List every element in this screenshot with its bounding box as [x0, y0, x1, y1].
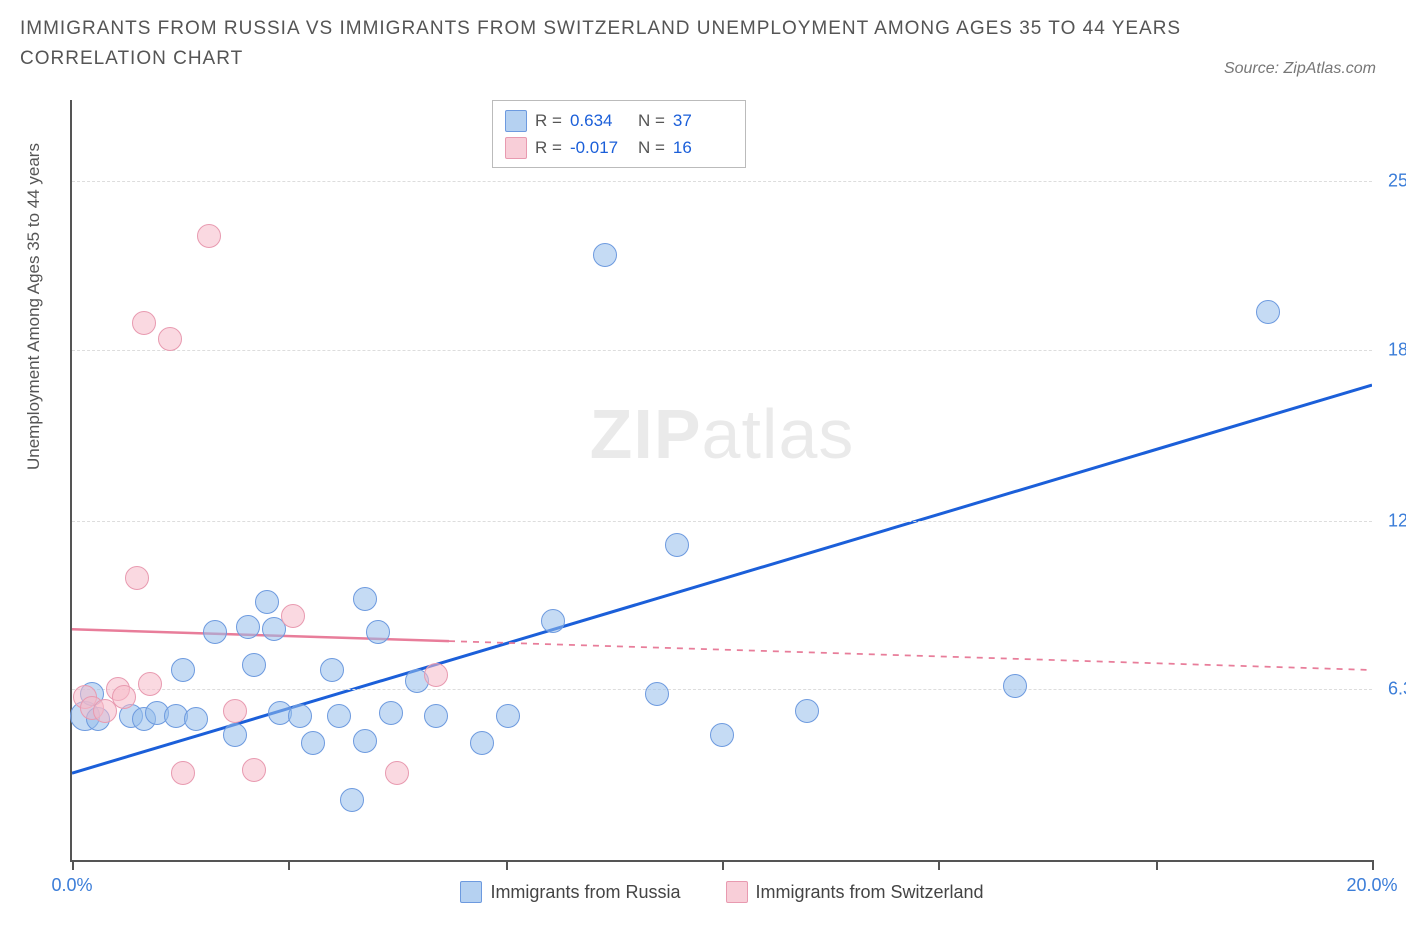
data-point-russia — [424, 704, 448, 728]
x-tick — [722, 860, 724, 870]
x-tick — [1156, 860, 1158, 870]
data-point-switz — [112, 685, 136, 709]
bottom-legend: Immigrants from Russia Immigrants from S… — [72, 881, 1372, 908]
data-point-switz — [385, 761, 409, 785]
r-label: R = — [535, 134, 562, 161]
switz-n-value: 16 — [673, 134, 733, 161]
x-tick — [1372, 860, 1374, 870]
grid-line — [72, 181, 1372, 182]
data-point-switz — [281, 604, 305, 628]
y-axis-label: Unemployment Among Ages 35 to 44 years — [24, 143, 44, 470]
data-point-russia — [327, 704, 351, 728]
stats-box: R = 0.634 N = 37 R = -0.017 N = 16 — [492, 100, 746, 168]
watermark-zip: ZIP — [590, 395, 702, 473]
data-point-russia — [541, 609, 565, 633]
x-tick — [506, 860, 508, 870]
data-point-russia — [242, 653, 266, 677]
grid-line — [72, 521, 1372, 522]
grid-line — [72, 689, 1372, 690]
data-point-switz — [171, 761, 195, 785]
data-point-switz — [125, 566, 149, 590]
y-tick-label: 6.3% — [1378, 679, 1406, 700]
plot-area: ZIPatlas R = 0.634 N = 37 R = -0.017 N =… — [70, 100, 1372, 862]
trend-line-russia — [72, 385, 1372, 773]
data-point-russia — [593, 243, 617, 267]
data-point-russia — [203, 620, 227, 644]
data-point-russia — [320, 658, 344, 682]
data-point-switz — [223, 699, 247, 723]
y-tick-label: 12.5% — [1378, 510, 1406, 531]
trend-line-switz — [72, 629, 449, 641]
n-label: N = — [638, 107, 665, 134]
data-point-russia — [340, 788, 364, 812]
data-point-switz — [424, 663, 448, 687]
switz-r-value: -0.017 — [570, 134, 630, 161]
swatch-russia-icon — [460, 881, 482, 903]
legend-item-russia: Immigrants from Russia — [460, 881, 680, 903]
data-point-russia — [379, 701, 403, 725]
watermark: ZIPatlas — [590, 394, 855, 474]
grid-line — [72, 350, 1372, 351]
watermark-atlas: atlas — [702, 395, 855, 473]
data-point-russia — [184, 707, 208, 731]
data-point-russia — [1256, 300, 1280, 324]
y-tick-label: 25.0% — [1378, 171, 1406, 192]
trend-line-extrap-switz — [449, 641, 1372, 670]
data-point-russia — [366, 620, 390, 644]
data-point-switz — [158, 327, 182, 351]
x-tick — [288, 860, 290, 870]
data-point-russia — [353, 587, 377, 611]
swatch-switz-icon — [505, 137, 527, 159]
legend-label-russia: Immigrants from Russia — [490, 882, 680, 903]
data-point-russia — [353, 729, 377, 753]
x-tick — [72, 860, 74, 870]
data-point-russia — [223, 723, 247, 747]
swatch-switz-icon — [726, 881, 748, 903]
data-point-russia — [236, 615, 260, 639]
data-point-russia — [795, 699, 819, 723]
data-point-russia — [665, 533, 689, 557]
legend-label-switz: Immigrants from Switzerland — [756, 882, 984, 903]
data-point-russia — [645, 682, 669, 706]
data-point-russia — [301, 731, 325, 755]
data-point-russia — [171, 658, 195, 682]
data-point-russia — [255, 590, 279, 614]
y-tick-label: 18.8% — [1378, 339, 1406, 360]
x-tick-label: 0.0% — [51, 875, 92, 896]
data-point-russia — [710, 723, 734, 747]
chart-container: IMMIGRANTS FROM RUSSIA VS IMMIGRANTS FRO… — [0, 0, 1406, 930]
data-point-russia — [288, 704, 312, 728]
source-attribution: Source: ZipAtlas.com — [1224, 60, 1376, 78]
russia-r-value: 0.634 — [570, 107, 630, 134]
data-point-russia — [1003, 674, 1027, 698]
data-point-switz — [132, 311, 156, 335]
data-point-switz — [197, 224, 221, 248]
data-point-switz — [138, 672, 162, 696]
russia-n-value: 37 — [673, 107, 733, 134]
data-point-russia — [496, 704, 520, 728]
stats-row-switz: R = -0.017 N = 16 — [505, 134, 733, 161]
x-tick-label: 20.0% — [1346, 875, 1397, 896]
x-tick — [938, 860, 940, 870]
stats-row-russia: R = 0.634 N = 37 — [505, 107, 733, 134]
swatch-russia-icon — [505, 110, 527, 132]
data-point-switz — [242, 758, 266, 782]
chart-title: IMMIGRANTS FROM RUSSIA VS IMMIGRANTS FRO… — [20, 14, 1186, 75]
r-label: R = — [535, 107, 562, 134]
data-point-russia — [470, 731, 494, 755]
n-label: N = — [638, 134, 665, 161]
legend-item-switz: Immigrants from Switzerland — [726, 881, 984, 903]
